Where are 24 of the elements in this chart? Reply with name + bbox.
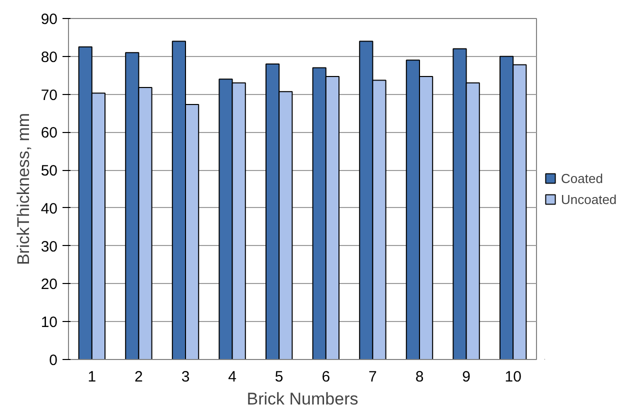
y-tick-label: 80 [40,48,58,66]
x-tick-label: 9 [462,368,470,386]
x-tick-label: 6 [322,368,330,386]
legend-label: Uncoated [561,192,617,206]
x-tick-label: 4 [228,368,236,386]
x-axis-title: Brick Numbers [246,390,358,408]
y-tick-label: 50 [40,162,58,180]
y-tick-label: 70 [40,86,58,104]
y-tick-label: 60 [40,124,58,142]
legend-label: Coated [561,170,603,186]
y-tick-label: 10 [40,314,58,332]
x-tick-label: 1 [88,368,96,386]
y-tick-label: 30 [40,238,58,256]
y-tick-label: 20 [40,276,58,294]
x-tick-label: 2 [134,368,143,386]
y-tick-label: 90 [40,11,58,28]
x-tick-label: 10 [504,368,522,386]
x-tick-label: 3 [181,368,190,386]
x-tick-label: 8 [415,368,424,386]
y-axis-title: BrickThickness, mm [14,112,33,266]
y-tick-label: 0 [49,352,58,369]
y-tick-label: 40 [40,200,58,218]
x-tick-label: 7 [368,368,377,386]
x-tick-label: 5 [274,368,284,386]
